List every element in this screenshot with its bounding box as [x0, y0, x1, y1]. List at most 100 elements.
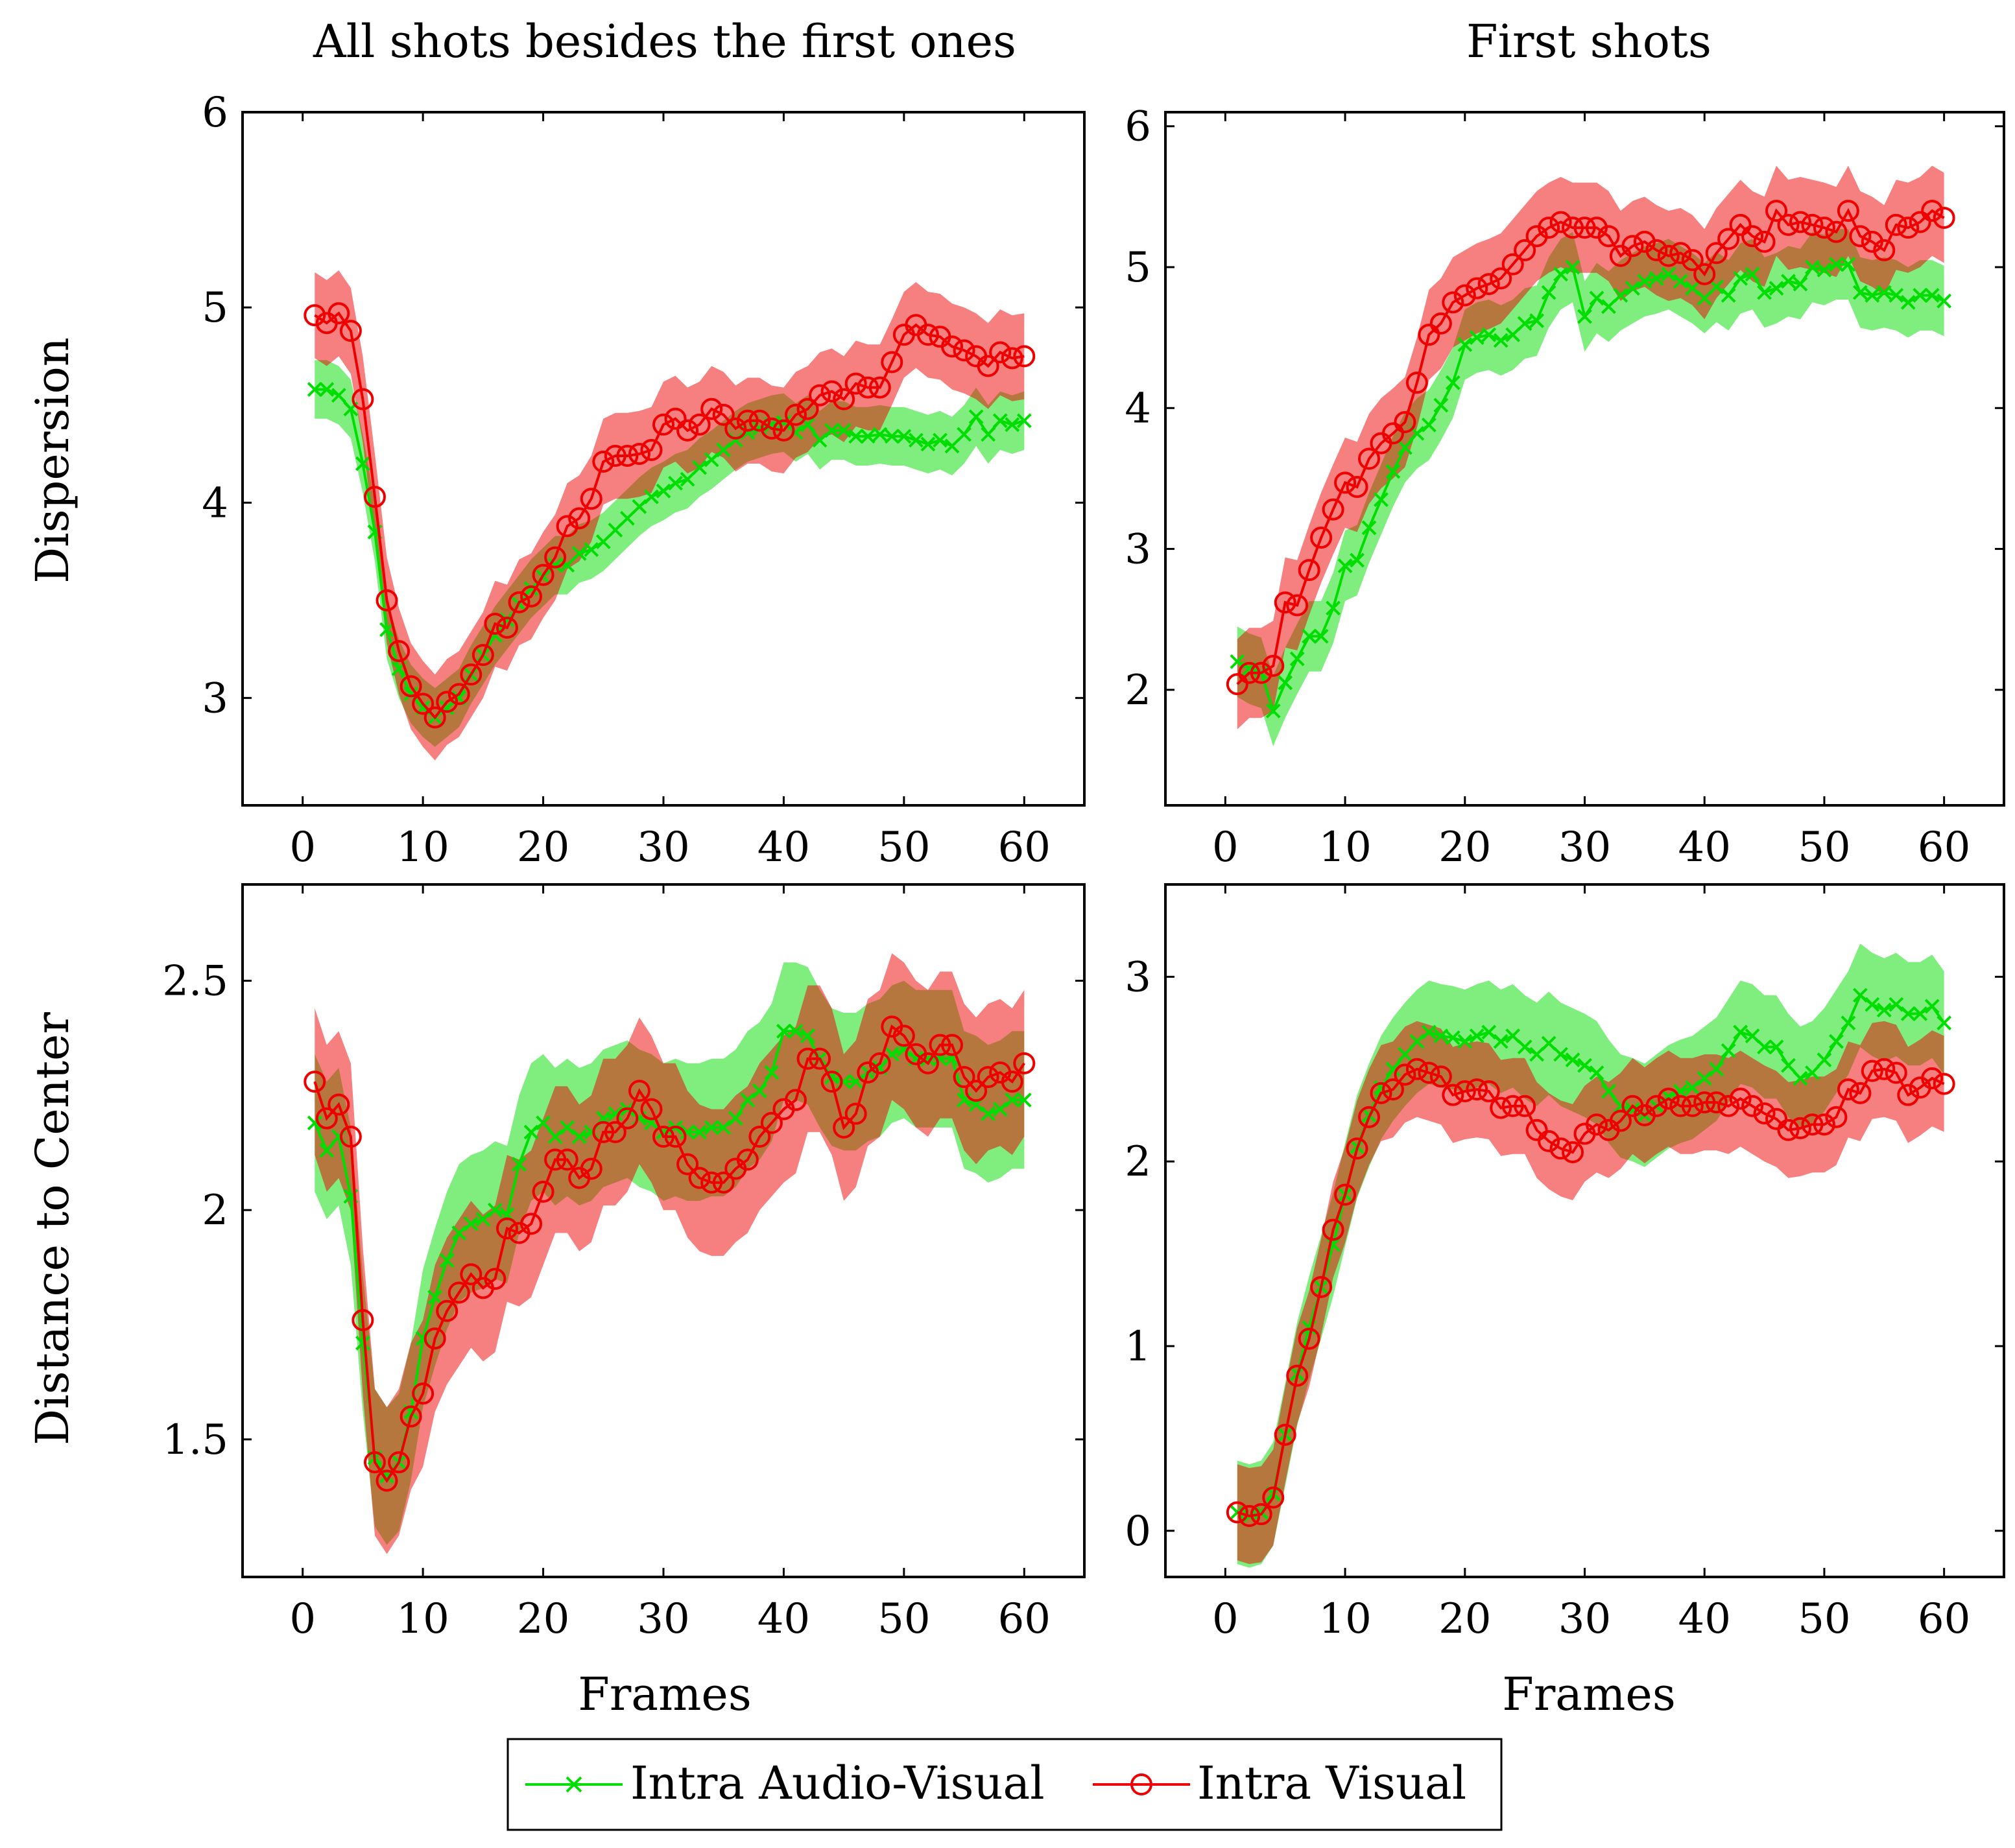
confidence-band-visual: [1237, 165, 1944, 729]
data-point-audio-visual: [1865, 997, 1880, 1012]
data-point-audio-visual: [1865, 288, 1880, 303]
data-point-visual: [1250, 1503, 1272, 1526]
x-tick-label: 20: [517, 823, 569, 871]
data-point-visual: [352, 1309, 374, 1331]
data-point-visual: [1238, 661, 1261, 684]
data-point-visual: [700, 397, 723, 420]
data-point-audio-visual: [1553, 267, 1568, 282]
data-point-visual: [1669, 1095, 1692, 1117]
data-point-visual: [436, 1299, 459, 1322]
data-point-audio-visual: [704, 452, 719, 468]
data-point-audio-visual: [1398, 440, 1413, 455]
data-point-visual: [1477, 1080, 1500, 1102]
data-point-visual: [844, 1102, 867, 1125]
data-point-visual: [1394, 1063, 1416, 1086]
data-point-visual: [941, 335, 964, 358]
data-point-audio-visual: [560, 1120, 575, 1135]
x-tick-label: 60: [1918, 1595, 1970, 1643]
data-point-visual: [1429, 1065, 1452, 1088]
y-tick-label: 1.5: [162, 1416, 228, 1464]
y-tick-label: 2: [1125, 667, 1151, 715]
y-tick-label: 2: [1125, 1138, 1151, 1186]
data-point-audio-visual: [1529, 313, 1545, 328]
data-point-visual: [796, 1047, 819, 1070]
data-point-audio-visual: [1709, 1061, 1724, 1077]
data-point-audio-visual: [1889, 997, 1904, 1012]
data-point-visual: [447, 1281, 470, 1304]
data-point-visual: [1909, 211, 1931, 233]
data-point-visual: [304, 304, 326, 327]
data-point-visual: [652, 1126, 674, 1148]
data-point-audio-visual: [1817, 1052, 1832, 1067]
data-point-audio-visual: [487, 1202, 503, 1218]
data-point-visual: [339, 320, 362, 342]
x-tick-label: 60: [998, 823, 1051, 871]
data-point-audio-visual: [812, 432, 828, 448]
data-point-visual: [1705, 1091, 1728, 1114]
data-point-audio-visual: [1673, 1084, 1688, 1099]
data-point-visual: [1573, 217, 1596, 239]
data-point-visual: [1609, 1109, 1632, 1132]
x-tick-label: 50: [1798, 1595, 1850, 1643]
xlabel-right: Frames: [1502, 1668, 1676, 1721]
data-point-audio-visual: [560, 558, 575, 573]
column-title-right: First shots: [1466, 15, 1711, 68]
data-point-visual: [676, 419, 699, 442]
data-point-visual: [1226, 673, 1248, 696]
data-point-visual: [388, 1451, 411, 1474]
data-point-audio-visual: [1589, 1065, 1604, 1080]
data-point-visual: [556, 515, 578, 538]
data-point-visual: [1549, 1137, 1572, 1160]
data-point-visual: [1801, 1113, 1824, 1136]
data-point-visual: [616, 1107, 639, 1130]
data-point-audio-visual: [656, 483, 671, 499]
plot-panel-distance-first-shots: 0 10 20 30 40 50 60 0 1 2 3: [1125, 883, 2005, 1643]
data-point-visual: [1286, 1364, 1309, 1387]
y-tick-label: 5: [1125, 244, 1151, 292]
data-point-visual: [1370, 1082, 1392, 1104]
legend-label-audio-visual: Intra Audio-Visual: [630, 1757, 1045, 1810]
data-point-visual: [1813, 217, 1835, 239]
data-point-audio-visual: [1601, 299, 1616, 314]
data-point-visual: [688, 1167, 711, 1189]
data-point-visual: [809, 1047, 831, 1070]
data-point-audio-visual: [1350, 552, 1365, 568]
data-point-audio-visual: [1302, 628, 1317, 644]
x-tick-label: 40: [757, 1595, 810, 1643]
data-point-visual: [748, 1126, 771, 1148]
data-point-visual: [388, 640, 411, 663]
data-point-audio-visual: [920, 436, 936, 452]
data-point-audio-visual: [571, 1129, 587, 1144]
data-point-audio-visual: [944, 438, 960, 454]
data-point-visual: [1741, 1095, 1764, 1117]
data-point-visual: [399, 675, 422, 698]
data-point-visual: [1562, 1141, 1584, 1163]
plot-panel-dispersion-other-shots: 0 10 20 30 40 50 60 3 4 5 6: [202, 89, 1086, 871]
data-point-visual: [544, 1148, 567, 1171]
data-point-visual: [1514, 239, 1536, 261]
data-point-visual: [1873, 1058, 1896, 1080]
y-tick-label: 4: [202, 479, 228, 527]
data-point-visual: [1442, 1084, 1464, 1106]
data-point-visual: [580, 1157, 602, 1180]
data-point-audio-visual: [872, 427, 888, 442]
data-point-visual: [604, 1120, 626, 1143]
data-point-audio-visual: [1937, 1015, 1952, 1031]
data-point-audio-visual: [619, 510, 635, 526]
data-point-visual: [1346, 475, 1368, 498]
data-point-audio-visual: [1577, 309, 1592, 324]
x-tick-label: 10: [396, 1595, 449, 1643]
data-point-audio-visual: [1937, 293, 1952, 309]
data-point-audio-visual: [1900, 294, 1916, 310]
data-point-audio-visual: [1828, 257, 1844, 272]
data-point-audio-visual: [1326, 600, 1341, 616]
y-tick-label: 6: [1125, 103, 1151, 151]
data-point-visual: [1933, 206, 1955, 229]
data-point-visual: [640, 438, 663, 461]
data-point-audio-visual: [1457, 1034, 1473, 1049]
data-point-audio-visual: [608, 522, 623, 538]
data-point-audio-visual: [1005, 417, 1020, 432]
data-point-audio-visual: [512, 1157, 527, 1172]
data-point-visual: [1490, 1096, 1512, 1119]
y-tick-label: 4: [1125, 385, 1151, 432]
